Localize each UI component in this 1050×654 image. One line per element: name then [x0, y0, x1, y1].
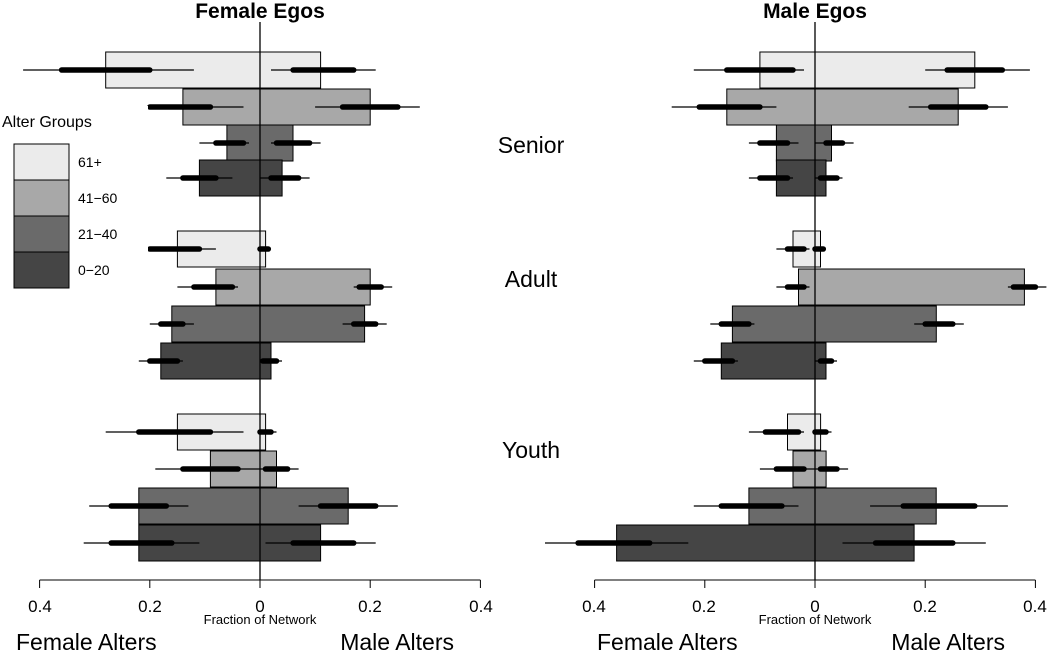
axis-title: Fraction of Network — [759, 612, 872, 627]
legend-label-61-plus: 61+ — [78, 154, 102, 170]
panel-title-female-egos: Female Egos — [195, 0, 325, 23]
legend-swatch-21-40 — [13, 215, 70, 253]
panel-title-male-egos: Male Egos — [763, 0, 867, 23]
tick-label: 0 — [255, 597, 264, 616]
bar-adult-41-60 — [215, 268, 371, 306]
error-bars-female-egos — [23, 67, 420, 546]
legend-label-0-20: 0−20 — [78, 262, 110, 278]
bar-adult-21-40 — [171, 305, 366, 343]
male-alters-label: Male Alters — [340, 629, 454, 654]
tick-label: 0.2 — [138, 597, 162, 616]
ego-group-labels: Senior Adult Youth — [498, 132, 565, 463]
legend-swatch-0-20 — [13, 251, 70, 289]
tick-label: 0.4 — [28, 597, 52, 616]
legend-swatch-41-60 — [13, 179, 70, 217]
legend-title: Alter Groups — [2, 114, 92, 131]
tick-label: 0.2 — [692, 597, 716, 616]
axis-title: Fraction of Network — [204, 612, 317, 627]
legend-swatch-61-plus — [13, 143, 70, 181]
legend-label-41-60: 41−60 — [78, 190, 118, 206]
legend: Alter Groups 61+ 41−60 21−40 0−20 — [0, 106, 148, 292]
panel-male-egos: Male Egos 0.4 0.2 0 0.2 0.4 Fraction of … — [545, 0, 1047, 654]
panel-female-egos: Female Egos 0.4 0.2 0 0.2 0.4 Fraction o… — [16, 0, 493, 654]
tick-label: 0.4 — [469, 597, 493, 616]
male-alters-label: Male Alters — [891, 629, 1005, 654]
female-alters-label: Female Alters — [597, 629, 738, 654]
tick-label: 0.2 — [913, 597, 937, 616]
tick-label: 0.4 — [582, 597, 606, 616]
bar-adult-41-60 — [798, 268, 1025, 306]
x-axis-male-egos: 0.4 0.2 0 0.2 0.4 Fraction of Network Fe… — [582, 579, 1047, 654]
tick-label: 0.2 — [358, 597, 382, 616]
bars-male-egos — [616, 51, 1025, 562]
group-label-adult: Adult — [505, 266, 558, 292]
group-label-senior: Senior — [498, 132, 565, 158]
bar-adult-21-40 — [731, 305, 937, 343]
tick-label: 0 — [810, 597, 819, 616]
group-label-youth: Youth — [502, 437, 560, 463]
x-axis-female-egos: 0.4 0.2 0 0.2 0.4 Fraction of Network Fe… — [16, 579, 493, 654]
female-alters-label: Female Alters — [16, 629, 157, 654]
error-bars-male-egos — [545, 67, 1047, 546]
tick-label: 0.4 — [1023, 597, 1047, 616]
legend-label-21-40: 21−40 — [78, 226, 118, 242]
